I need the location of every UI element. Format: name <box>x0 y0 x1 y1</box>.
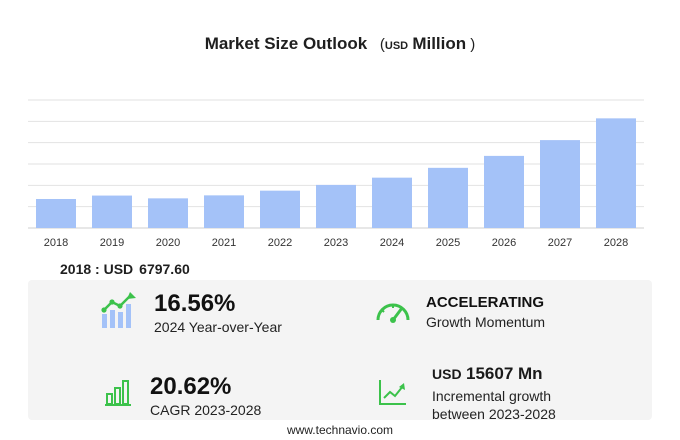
bar-2026 <box>484 155 524 228</box>
chart-title-unit: (USD Million ) <box>379 34 476 53</box>
kpi-yoy: 16.56% 2024 Year-over-Year <box>154 290 282 336</box>
x-tick-label-2028: 2028 <box>604 237 628 249</box>
kpi-cagr: 20.62% CAGR 2023-2028 <box>150 373 261 419</box>
kpi-momentum: ACCELERATING Growth Momentum <box>426 293 545 331</box>
kpi-yoy-label: 2024 Year-over-Year <box>154 319 282 335</box>
x-tick-label-2027: 2027 <box>548 237 572 249</box>
base-year-value: 6797.60 <box>139 261 190 277</box>
bar-chart: 2018 2019 2020 2021 2022 2023 2024 2025 2026 2027… <box>28 99 644 249</box>
x-tick-label-2026: 2026 <box>492 237 516 249</box>
bar-2024 <box>372 177 412 228</box>
bar-2021 <box>204 195 244 228</box>
kpi-incremental-currency: USD <box>432 366 462 382</box>
base-year-stat: 2018 : USD 6797.60 <box>60 261 190 277</box>
kpi-momentum-value: ACCELERATING <box>426 294 545 311</box>
chart-title-unit-label: Million <box>412 34 467 53</box>
chart-bars <box>36 118 636 228</box>
footer-source: www.technavio.com <box>286 423 394 437</box>
chart-title-currency: USD <box>384 40 409 52</box>
chart-x-tick-labels: 2018 2019 2020 2021 2022 2023 2024 2025 2026 2027… <box>44 237 628 249</box>
trend-line-icon <box>379 380 406 405</box>
bar-2025 <box>428 167 468 228</box>
chart-title: Market Size Outlook (USD Million ) <box>0 34 680 54</box>
kpi-incremental: USD 15607 Mn Incremental growth between … <box>432 362 556 423</box>
kpi-incremental-label-2: between 2023-2028 <box>432 406 556 422</box>
base-year-label: 2018 : USD <box>60 261 134 277</box>
kpi-momentum-label: Growth Momentum <box>426 314 546 330</box>
bar-2028 <box>596 118 636 228</box>
x-tick-label-2023: 2023 <box>324 237 348 249</box>
x-tick-label-2021: 2021 <box>212 237 236 249</box>
x-tick-label-2020: 2020 <box>156 237 180 249</box>
bar-2019 <box>92 195 132 228</box>
bar-2022 <box>260 190 300 228</box>
x-tick-label-2018: 2018 <box>44 237 68 249</box>
kpi-panel: 16.56% 2024 Year-over-Year ACCELERATING … <box>28 280 652 423</box>
kpi-cagr-value: 20.62% <box>150 373 232 400</box>
kpi-incremental-amount: 15607 Mn <box>466 364 543 383</box>
bar-2018 <box>36 198 76 228</box>
x-tick-label-2019: 2019 <box>100 237 124 249</box>
x-tick-label-2022: 2022 <box>268 237 292 249</box>
x-tick-label-2025: 2025 <box>436 237 460 249</box>
kpi-yoy-value: 16.56% <box>154 290 236 317</box>
kpi-incremental-label-1: Incremental growth <box>432 388 552 404</box>
bar-chart-icon <box>105 380 131 406</box>
speedometer-icon <box>376 303 410 323</box>
bar-growth-icon <box>101 292 136 328</box>
bar-2027 <box>540 140 580 228</box>
x-tick-label-2024: 2024 <box>380 237 404 249</box>
bar-2023 <box>316 184 356 228</box>
kpi-cagr-label: CAGR 2023-2028 <box>150 402 262 418</box>
chart-title-main: Market Size Outlook <box>204 34 368 53</box>
kpi-incremental-value: USD 15607 Mn <box>432 362 556 387</box>
bar-2020 <box>148 198 188 228</box>
